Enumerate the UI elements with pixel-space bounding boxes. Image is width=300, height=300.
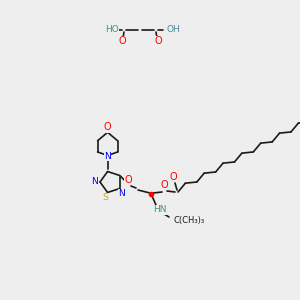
Text: OH: OH [166,26,180,34]
Text: C(CH₃)₃: C(CH₃)₃ [173,215,204,224]
Text: O: O [169,172,177,182]
Text: O: O [118,36,126,46]
Text: N: N [104,152,111,161]
Text: N: N [92,178,98,187]
Text: O: O [160,180,168,190]
Text: HN: HN [153,206,167,214]
Text: HO: HO [105,26,119,34]
Text: O: O [154,36,162,46]
Text: O: O [104,122,111,132]
Text: N: N [118,189,125,198]
Text: S: S [103,193,109,202]
Text: O: O [124,175,132,185]
